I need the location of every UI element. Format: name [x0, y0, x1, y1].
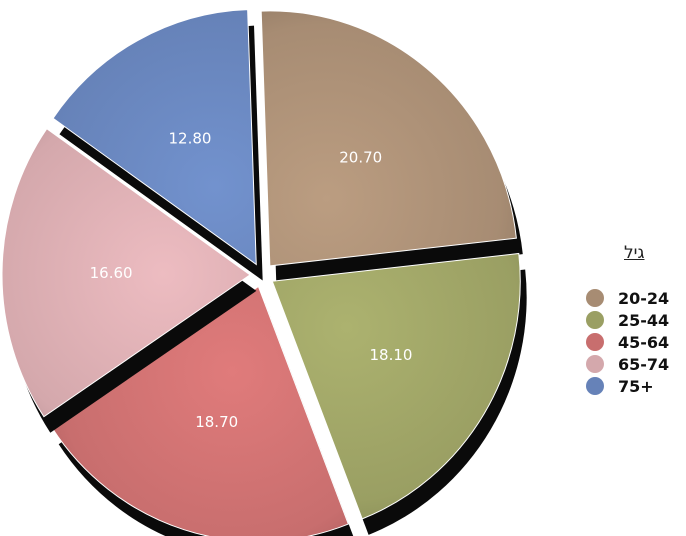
pie-value-label-25-44: 18.10 — [370, 346, 413, 364]
legend-label-45-64: 45-64 — [618, 332, 670, 352]
pie-slice-25-44 — [271, 252, 521, 520]
pie-slice-20-24 — [260, 10, 517, 267]
pie-value-labels: 20.70 18.10 18.70 16.60 12.80 — [90, 129, 413, 431]
legend-swatch-45-64 — [586, 333, 604, 351]
legend-label-25-44: 25-44 — [618, 310, 670, 330]
legend-swatch-25-44 — [586, 311, 604, 329]
legend-swatch-20-24 — [586, 289, 604, 307]
legend-item-45-64: 45-64 — [586, 331, 669, 353]
legend-item-20-24: 20-24 — [586, 287, 669, 309]
legend-title: גיל — [624, 243, 645, 263]
legend-item-25-44: 25-44 — [586, 309, 669, 331]
legend-label-20-24: 20-24 — [618, 288, 670, 308]
pie-slice-65-74 — [1, 128, 251, 418]
pie-slice-75 — [52, 9, 257, 266]
pie-value-label-20-24: 20.70 — [339, 148, 382, 166]
legend-swatch-75 — [586, 377, 604, 395]
legend-list: 20-24 25-44 45-64 65-74 75+ — [586, 287, 669, 397]
legend-label-75: 75+ — [618, 376, 654, 396]
legend-item-75: 75+ — [586, 375, 669, 397]
legend-swatch-65-74 — [586, 355, 604, 373]
pie-slices — [1, 9, 527, 536]
pie-value-label-45-64: 18.70 — [195, 413, 238, 431]
legend-label-65-74: 65-74 — [618, 354, 670, 374]
pie-value-label-75: 12.80 — [168, 129, 211, 147]
pie-value-label-65-74: 16.60 — [90, 264, 133, 282]
legend-item-65-74: 65-74 — [586, 353, 669, 375]
